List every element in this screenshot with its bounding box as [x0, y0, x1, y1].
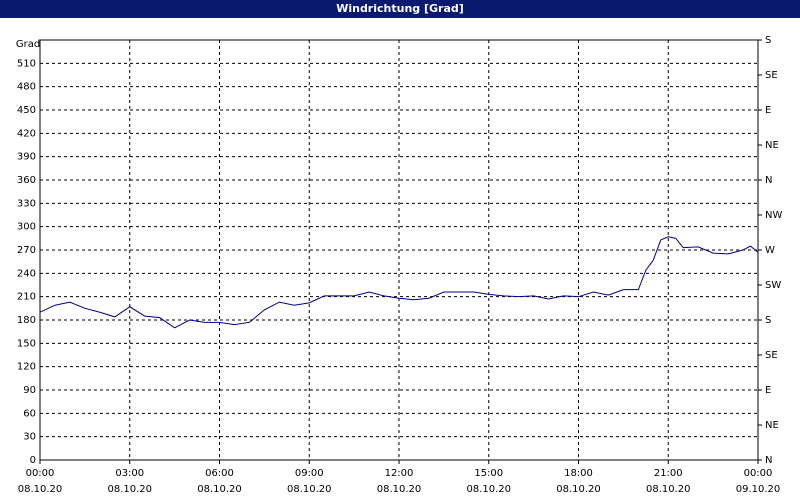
- y-tick-label: 270: [17, 245, 36, 256]
- y-tick-label: 0: [30, 455, 36, 466]
- x-tick-date: 08.10.20: [197, 484, 242, 495]
- y-tick-label: 330: [17, 198, 36, 209]
- x-tick-date: 08.10.20: [556, 484, 601, 495]
- data-line: [39, 236, 759, 329]
- y2-tick-label: N: [765, 455, 772, 466]
- y-tick-label: 210: [17, 292, 36, 303]
- x-tick-label: 03:00: [115, 468, 144, 479]
- y-tick-label: 390: [17, 152, 36, 163]
- y-tick-label: 480: [17, 82, 36, 93]
- y2-tick-label: S: [765, 315, 771, 326]
- y-tick-label: 180: [17, 315, 36, 326]
- y2-tick-label: NW: [765, 210, 782, 221]
- y-tick-label: 360: [17, 175, 36, 186]
- y-tick-label: 30: [23, 432, 36, 443]
- x-tick-date: 09.10.20: [736, 484, 781, 495]
- x-tick-label: 09:00: [295, 468, 324, 479]
- y-tick-label: 300: [17, 222, 36, 233]
- y2-tick-label: NE: [765, 140, 779, 151]
- y-axis-label: Grad: [16, 39, 40, 50]
- y-tick-label: 60: [23, 408, 36, 419]
- y-tick-label: 150: [17, 338, 36, 349]
- y2-tick-label: SE: [765, 70, 778, 81]
- title-bar: Windrichtung [Grad]: [0, 0, 800, 18]
- y2-tick-label: SE: [765, 350, 778, 361]
- x-tick-label: 00:00: [744, 468, 773, 479]
- x-tick-label: 21:00: [654, 468, 683, 479]
- x-tick-date: 08.10.20: [107, 484, 152, 495]
- x-tick-date: 08.10.20: [287, 484, 332, 495]
- x-tick-label: 12:00: [385, 468, 414, 479]
- y2-tick-label: E: [765, 105, 771, 116]
- x-tick-label: 15:00: [474, 468, 503, 479]
- y2-tick-label: N: [765, 175, 772, 186]
- y2-tick-label: W: [765, 245, 775, 256]
- y2-tick-label: NE: [765, 420, 779, 431]
- y2-tick-label: E: [765, 385, 771, 396]
- x-tick-date: 08.10.20: [646, 484, 691, 495]
- y2-tick-label: SW: [765, 280, 781, 291]
- chart: Grad 0 30 60 90 120 150 180 210 240 270 300 330 360 3…: [16, 35, 783, 495]
- x-tick-label: 00:00: [26, 468, 55, 479]
- y-tick-label: 510: [17, 58, 36, 69]
- x-tick-date: 08.10.20: [466, 484, 511, 495]
- y-tick-label: 450: [17, 105, 36, 116]
- x-tick-label: 06:00: [205, 468, 234, 479]
- y-tick-label: 120: [17, 362, 36, 373]
- y-tick-label: 90: [23, 385, 36, 396]
- x-tick-date: 08.10.20: [377, 484, 422, 495]
- y-tick-label: 420: [17, 128, 36, 139]
- x-tick-date: 08.10.20: [18, 484, 63, 495]
- x-tick-label: 18:00: [564, 468, 593, 479]
- y2-tick-label: S: [765, 35, 771, 46]
- y-tick-label: 240: [17, 268, 36, 279]
